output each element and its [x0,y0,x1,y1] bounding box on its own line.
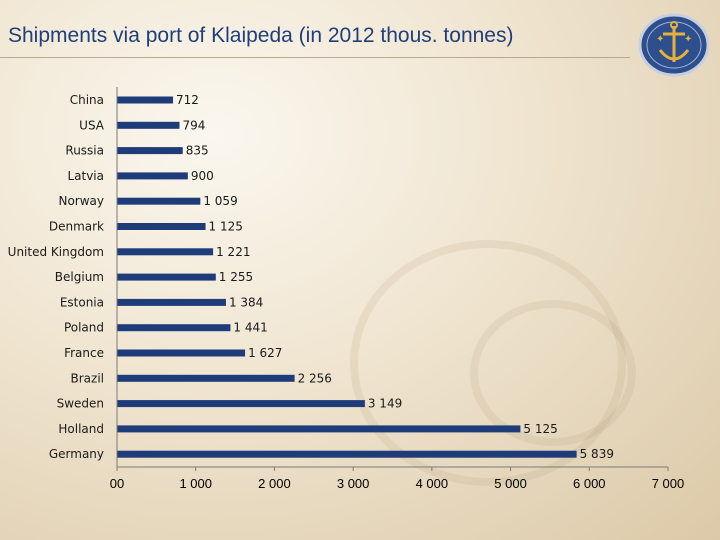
x-axis: 00 1 000 2 000 3 000 4 000 5 000 6 000 7 000 [110,87,685,491]
bar [117,349,246,357]
x-tick-label: 2 000 [258,476,291,491]
title-divider [0,57,630,58]
category-label: Sweden [57,397,104,411]
data-label: 1 059 [203,194,237,208]
x-tick-label: 00 [110,476,124,491]
data-label: 712 [176,93,199,107]
data-label: 5 125 [523,422,557,436]
bars-layer: China 712 USA 794 Russia 835 Latvia 900 Norway 1 … [8,93,614,461]
category-label: Norway [58,194,104,208]
bar [117,400,365,408]
category-label: USA [79,118,105,132]
x-tick-label: 3 000 [337,476,370,491]
bar [117,324,231,332]
anchor-emblem-icon: ✦ ✦ [638,13,710,77]
bar [117,172,188,180]
sand-decoration [470,300,636,446]
bar [117,425,521,433]
bar [117,273,216,281]
category-label: Estonia [60,295,104,309]
x-tick-label: 4 000 [416,476,449,491]
data-label: 794 [182,118,205,132]
category-label: United Kingdom [8,245,104,259]
bar-chart: China 712 USA 794 Russia 835 Latvia 900 Norway 1 … [8,87,685,491]
category-label: Belgium [55,270,104,284]
data-label: 1 441 [233,321,267,335]
category-label: Denmark [49,220,104,234]
slide-title: Shipments via port of Klaipeda (in 2012 … [8,24,514,47]
bar [117,197,201,205]
data-label: 1 627 [248,346,282,360]
data-label: 1 384 [229,295,263,309]
bar [117,248,214,256]
bar [117,374,295,382]
bar [117,450,577,458]
data-label: 2 256 [298,371,332,385]
category-label: Poland [64,321,104,335]
category-label: Germany [49,447,104,461]
bar [117,298,226,306]
category-label: Brazil [71,371,105,385]
category-label: China [70,93,104,107]
data-label: 1 125 [209,220,243,234]
x-tick-label: 7 000 [652,476,685,491]
data-label: 835 [186,144,209,158]
category-label: Latvia [67,169,104,183]
data-label: 5 839 [580,447,614,461]
bar [117,147,183,155]
svg-text:✦: ✦ [684,34,692,45]
svg-text:✦: ✦ [656,34,664,45]
x-tick-label: 1 000 [179,476,212,491]
bar [117,223,206,230]
category-label: Russia [65,144,104,158]
data-label: 900 [191,169,214,183]
category-label: France [64,346,104,360]
category-label: Holland [58,422,104,436]
data-label: 1 221 [216,245,250,259]
bar [117,121,180,129]
data-label: 1 255 [219,270,253,284]
x-tick-label: 6 000 [573,476,606,491]
data-label: 3 149 [368,397,402,411]
bar [117,96,174,104]
x-tick-label: 5 000 [494,476,527,491]
